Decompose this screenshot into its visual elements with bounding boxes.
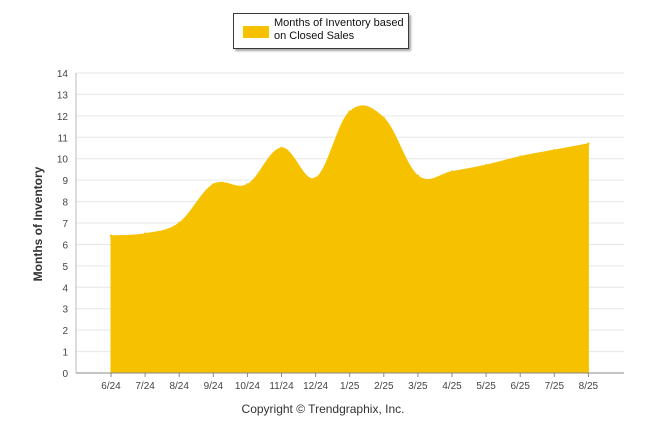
data-point [109,234,113,238]
x-tick-label: 2/25 [374,381,394,392]
y-tick-label: 12 [57,112,69,123]
y-tick-label: 14 [57,69,69,80]
data-point [450,170,454,173]
x-tick-label: 3/25 [408,381,428,392]
x-tick-label: 12/24 [303,381,328,392]
data-point [280,146,283,150]
data-point [553,148,556,152]
y-tick-label: 9 [62,176,68,187]
x-tick-label: 9/24 [204,381,224,392]
data-point [587,142,590,145]
legend: Months of Inventory based on Closed Sale… [233,13,409,49]
x-tick-label: 8/25 [579,381,599,392]
y-tick-label: 2 [62,326,68,337]
x-tick-label: 8/24 [169,381,189,392]
y-tick-label: 7 [62,219,68,230]
series-area [109,105,590,374]
data-point [178,221,181,225]
copyright-text: Copyright © Trendgraphix, Inc. [241,402,405,416]
data-point [416,174,420,178]
data-point [314,176,317,180]
data-point [519,155,522,158]
x-tick-label: 5/25 [476,381,496,392]
y-tick-label: 13 [57,90,69,101]
data-point [246,183,249,186]
x-tick-label: 11/24 [269,381,294,392]
x-tick-label: 6/25 [510,381,530,392]
y-tick-label: 6 [62,240,68,251]
y-tick-label: 0 [62,369,68,380]
y-tick-label: 11 [58,133,69,144]
legend-swatch [243,26,269,38]
y-tick-label: 10 [57,155,69,166]
y-tick-label: 4 [62,283,68,294]
y-tick-label: 8 [62,198,68,209]
x-tick-label: 4/25 [442,381,462,392]
x-tick-label: 10/24 [235,381,260,392]
legend-label: Months of Inventory based on Closed Sale… [274,17,404,42]
series-area-shape [110,105,589,374]
x-tick-label: 6/24 [101,381,121,392]
data-point [143,232,147,235]
data-point [212,183,215,186]
data-point [348,110,351,113]
data-point [382,116,385,120]
y-tick-label: 3 [62,305,68,316]
x-tick-label: 7/25 [545,381,565,392]
data-point [484,163,488,167]
y-tick-label: 1 [62,348,68,359]
y-tick-label: 5 [62,262,68,273]
x-tick-label: 7/24 [135,381,155,392]
y-axis-label: Months of Inventory [31,166,45,282]
x-axis-ticks: 6/24 7/24 8/24 9/24 10/24 11/24 12/24 1/25 2/25 3… [101,373,599,392]
x-tick-label: 1/25 [340,381,360,392]
